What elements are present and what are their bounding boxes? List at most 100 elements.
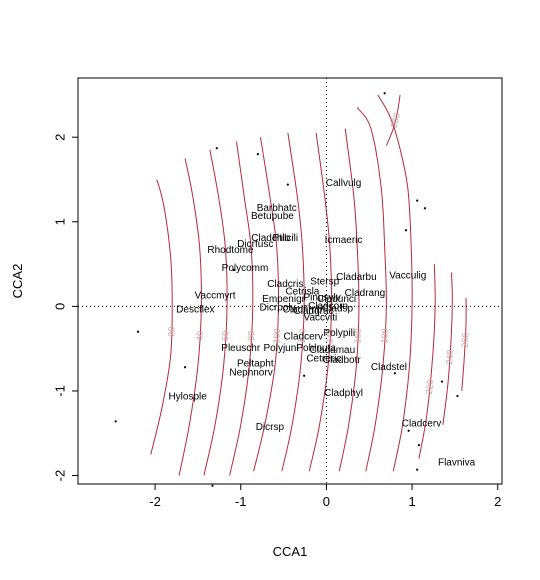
site-point xyxy=(393,372,397,375)
site-point xyxy=(417,443,421,447)
species-label: Empenigr xyxy=(262,294,305,305)
species-label: Flavniva xyxy=(438,457,476,468)
site-point xyxy=(286,183,289,186)
contour-labels: 20 40 60 80 100 120 140 160 180 220 240 260 260 xyxy=(166,112,470,395)
species-label: Cladunci xyxy=(317,294,356,305)
species-label: Pinusylv xyxy=(303,292,340,303)
plot-frame xyxy=(77,77,503,485)
contour-line-120 xyxy=(281,132,305,472)
site-point xyxy=(256,153,259,156)
species-label: Cladphyl xyxy=(324,388,363,399)
species-label: Vacculig xyxy=(389,270,426,281)
x-tick-label: 2 xyxy=(494,494,501,509)
contour-line-60 xyxy=(203,149,228,476)
species-label: Cladfimb xyxy=(283,304,323,315)
contour-line-20 xyxy=(150,179,173,455)
species-label: Cetreric xyxy=(306,353,341,364)
contour-label: 20 xyxy=(166,327,176,337)
contour-label: 100 xyxy=(271,328,282,344)
x-tick-label: 1 xyxy=(408,494,415,509)
site-point xyxy=(136,330,140,333)
site-point xyxy=(114,420,117,423)
species-label: Hylosple xyxy=(168,391,207,402)
site-point xyxy=(440,380,444,383)
contour-label: 140 xyxy=(324,328,335,344)
species-label: Polycomm xyxy=(222,263,269,274)
species-label: Pleuschr xyxy=(221,343,261,354)
x-axis-title: CCA1 xyxy=(273,544,308,559)
contour-label: 40 xyxy=(194,331,205,342)
contour-line-140 xyxy=(308,132,333,472)
contour-label: 260 xyxy=(389,112,402,129)
contour-line-260 xyxy=(461,297,467,391)
species-label: Betupube xyxy=(251,211,294,222)
species-label: Cladcerv xyxy=(402,418,441,429)
site-point xyxy=(456,394,459,398)
contour-line-180 xyxy=(356,107,387,472)
contour-line-200 xyxy=(377,94,413,472)
x-tick-label: -2 xyxy=(149,494,161,509)
site-point xyxy=(404,229,408,232)
site-point xyxy=(423,207,427,210)
site-point xyxy=(416,468,419,471)
species-label: Icmaeric xyxy=(325,235,363,246)
y-tick-label: 0 xyxy=(53,303,68,310)
species-label: Pohlnuta xyxy=(296,343,336,354)
species-label: Dicrpoly xyxy=(260,303,296,314)
x-tick-label: -1 xyxy=(235,494,247,509)
species-label: Cladarbu xyxy=(336,272,377,283)
contour-label: 160 xyxy=(352,328,363,343)
species-label: Callvulg xyxy=(326,178,362,189)
axes: -2 -1 0 1 2 -2 -1 0 1 2 xyxy=(53,134,502,509)
species-label: Rhodtome xyxy=(207,245,254,256)
site-points xyxy=(114,92,459,487)
contour-label: 120 xyxy=(297,328,308,344)
species-label: Cladchlo xyxy=(251,233,290,244)
species-label: Cladsp xyxy=(322,303,354,314)
contour-label: 220 xyxy=(424,379,435,395)
site-point xyxy=(232,268,235,272)
species-label: Cladrang xyxy=(345,288,386,299)
y-tick-label: 1 xyxy=(53,218,68,225)
site-point xyxy=(416,199,419,202)
species-label: Cladcerv xyxy=(284,331,323,342)
contour-label: 60 xyxy=(220,331,231,342)
site-point xyxy=(303,374,306,377)
species-label: Barbhatc xyxy=(257,203,297,214)
species-label: Dicrsp xyxy=(256,422,285,433)
x-tick-label: 0 xyxy=(323,494,330,509)
site-point xyxy=(215,147,218,150)
contour-label: 80 xyxy=(246,331,257,342)
species-label: Polyjuni xyxy=(263,343,298,354)
species-label: Dicrfusc xyxy=(237,239,273,250)
reference-lines xyxy=(78,78,502,484)
contour-label: 260 xyxy=(460,332,471,348)
species-label: Nephnorv xyxy=(229,368,272,379)
contour-line-80 xyxy=(229,141,254,476)
contour-label: 240 xyxy=(444,349,455,365)
y-tick-label: 2 xyxy=(53,134,68,141)
site-point xyxy=(211,484,214,487)
contour-label: 180 xyxy=(379,328,390,344)
species-label: Cladstel xyxy=(371,362,407,373)
contour-line-260 xyxy=(385,94,401,146)
y-tick-label: -1 xyxy=(53,385,68,397)
y-axis-title: CCA2 xyxy=(10,264,25,299)
species-label: Cladcorn xyxy=(308,301,348,312)
species-label: Ptilcili xyxy=(273,233,299,244)
site-point xyxy=(383,92,386,95)
species-label: Cladgrac xyxy=(294,306,334,317)
site-point xyxy=(183,366,187,369)
species-label: Stersp xyxy=(310,276,339,287)
y-tick-label: -2 xyxy=(53,470,68,482)
site-point xyxy=(407,429,410,432)
contour-line-240 xyxy=(442,272,453,425)
species-label: Cetrisla xyxy=(285,286,319,297)
species-label: Descflex xyxy=(176,304,214,315)
contour-line-220 xyxy=(418,264,436,459)
species-label: Polypili xyxy=(323,328,355,339)
contour-line-40 xyxy=(178,158,202,476)
species-label: Cladcris xyxy=(267,279,303,290)
